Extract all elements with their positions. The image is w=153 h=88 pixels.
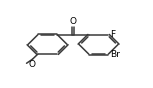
Text: F: F (110, 30, 115, 39)
Text: Br: Br (110, 50, 120, 59)
Text: O: O (29, 60, 36, 69)
Text: O: O (70, 17, 77, 26)
